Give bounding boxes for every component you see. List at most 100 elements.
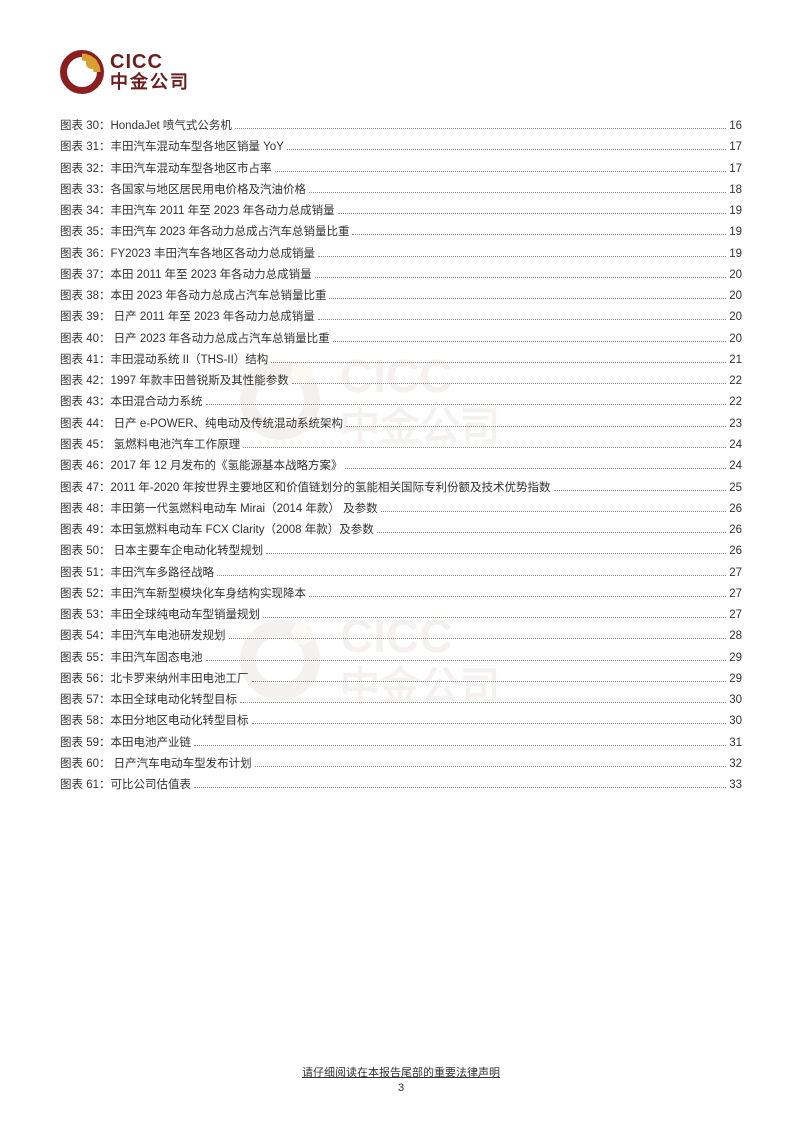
toc-dot-leader	[194, 737, 726, 746]
toc-dot-leader	[252, 715, 727, 724]
toc-dot-leader	[315, 269, 727, 278]
toc-dot-leader	[345, 460, 726, 469]
toc-entry-page: 17	[729, 137, 742, 158]
toc-entry-page: 27	[729, 563, 742, 584]
toc-entry-page: 20	[729, 307, 742, 328]
toc-dot-leader	[333, 332, 727, 341]
toc-entry-label: 图表 52：丰田汽车新型模块化车身结构实现降本	[60, 584, 306, 605]
toc-entry-page: 24	[729, 435, 742, 456]
toc-entry-page: 28	[729, 626, 742, 647]
toc-entry-label: 图表 44： 日产 e-POWER、纯电动及传统混动系统架构	[60, 414, 343, 435]
toc-dot-leader	[287, 141, 726, 150]
toc-dot-leader	[318, 247, 726, 256]
toc-entry: 图表 59：本田电池产业链 31	[60, 733, 742, 754]
toc-dot-leader	[329, 290, 726, 299]
toc-entry-label: 图表 46：2017 年 12 月发布的《氢能源基本战略方案》	[60, 456, 342, 477]
toc-entry-label: 图表 35：丰田汽车 2023 年各动力总成占汽车总销量比重	[60, 222, 349, 243]
toc-dot-leader	[206, 651, 727, 660]
toc-dot-leader	[318, 311, 726, 320]
toc-entry: 图表 36：FY2023 丰田汽车各地区各动力总成销量 19	[60, 244, 742, 265]
toc-entry: 图表 53：丰田全球纯电动车型销量规划 27	[60, 605, 742, 626]
toc-entry-label: 图表 41：丰田混动系统 II（THS-II）结构	[60, 350, 268, 371]
toc-entry-label: 图表 59：本田电池产业链	[60, 733, 191, 754]
toc-dot-leader	[217, 566, 726, 575]
toc-entry: 图表 43：本田混合动力系统 22	[60, 392, 742, 413]
toc-entry-label: 图表 30：HondaJet 喷气式公务机	[60, 116, 232, 137]
toc-entry: 图表 44： 日产 e-POWER、纯电动及传统混动系统架构 23	[60, 414, 742, 435]
toc-entry-label: 图表 31：丰田汽车混动车型各地区销量 YoY	[60, 137, 284, 158]
toc-entry-page: 30	[729, 711, 742, 732]
toc-entry: 图表 46：2017 年 12 月发布的《氢能源基本战略方案》 24	[60, 456, 742, 477]
toc-entry: 图表 61：可比公司估值表 33	[60, 775, 742, 796]
toc-dot-leader	[240, 694, 726, 703]
table-of-contents: 图表 30：HondaJet 喷气式公务机 16图表 31：丰田汽车混动车型各地…	[60, 116, 742, 797]
toc-entry-label: 图表 48：丰田第一代氢燃料电动车 Mirai（2014 年款） 及参数	[60, 499, 378, 520]
toc-entry-page: 20	[729, 286, 742, 307]
toc-entry: 图表 40： 日产 2023 年各动力总成占汽车总销量比重 20	[60, 329, 742, 350]
toc-entry-label: 图表 55：丰田汽车固态电池	[60, 648, 203, 669]
footer-page-number: 3	[0, 1082, 802, 1094]
toc-dot-leader	[263, 609, 726, 618]
toc-entry-label: 图表 45： 氢燃料电池汽车工作原理	[60, 435, 240, 456]
toc-entry-page: 29	[729, 669, 742, 690]
toc-entry: 图表 60： 日产汽车电动车型发布计划 32	[60, 754, 742, 775]
toc-entry-label: 图表 61：可比公司估值表	[60, 775, 191, 796]
toc-entry-page: 30	[729, 690, 742, 711]
toc-entry-label: 图表 37：本田 2011 年至 2023 年各动力总成销量	[60, 265, 312, 286]
toc-entry-label: 图表 42：1997 年款丰田普锐斯及其性能参数	[60, 371, 289, 392]
toc-entry-label: 图表 50： 日本主要车企电动化转型规划	[60, 541, 263, 562]
toc-dot-leader	[275, 162, 727, 171]
toc-entry-page: 26	[729, 499, 742, 520]
toc-entry-label: 图表 33：各国家与地区居民用电价格及汽油价格	[60, 180, 306, 201]
toc-entry-page: 19	[729, 201, 742, 222]
toc-dot-leader	[381, 503, 727, 512]
toc-entry: 图表 52：丰田汽车新型模块化车身结构实现降本 27	[60, 584, 742, 605]
toc-entry-page: 22	[729, 392, 742, 413]
toc-entry: 图表 31：丰田汽车混动车型各地区销量 YoY 17	[60, 137, 742, 158]
toc-entry-label: 图表 40： 日产 2023 年各动力总成占汽车总销量比重	[60, 329, 330, 350]
toc-entry-page: 25	[729, 478, 742, 499]
toc-dot-leader	[255, 758, 727, 767]
toc-dot-leader	[194, 779, 726, 788]
toc-entry: 图表 47：2011 年-2020 年按世界主要地区和价值链划分的氢能相关国际专…	[60, 478, 742, 499]
toc-entry: 图表 35：丰田汽车 2023 年各动力总成占汽车总销量比重 19	[60, 222, 742, 243]
toc-entry: 图表 50： 日本主要车企电动化转型规划 26	[60, 541, 742, 562]
toc-entry-label: 图表 32：丰田汽车混动车型各地区市占率	[60, 159, 272, 180]
footer-disclaimer: 请仔细阅读在本报告尾部的重要法律声明	[0, 1064, 802, 1080]
toc-entry: 图表 45： 氢燃料电池汽车工作原理 24	[60, 435, 742, 456]
toc-entry: 图表 33：各国家与地区居民用电价格及汽油价格 18	[60, 180, 742, 201]
toc-entry-label: 图表 34：丰田汽车 2011 年至 2023 年各动力总成销量	[60, 201, 335, 222]
toc-entry: 图表 30：HondaJet 喷气式公务机 16	[60, 116, 742, 137]
toc-dot-leader	[243, 439, 726, 448]
toc-entry: 图表 48：丰田第一代氢燃料电动车 Mirai（2014 年款） 及参数 26	[60, 499, 742, 520]
toc-dot-leader	[346, 418, 726, 427]
toc-entry-page: 20	[729, 329, 742, 350]
toc-entry-label: 图表 57：本田全球电动化转型目标	[60, 690, 237, 711]
toc-entry: 图表 38：本田 2023 年各动力总成占汽车总销量比重 20	[60, 286, 742, 307]
toc-entry-page: 16	[729, 116, 742, 137]
toc-entry: 图表 32：丰田汽车混动车型各地区市占率 17	[60, 159, 742, 180]
toc-entry-label: 图表 53：丰田全球纯电动车型销量规划	[60, 605, 260, 626]
toc-entry-page: 24	[729, 456, 742, 477]
toc-entry: 图表 54：丰田汽车电池研发规划 28	[60, 626, 742, 647]
toc-entry: 图表 37：本田 2011 年至 2023 年各动力总成销量 20	[60, 265, 742, 286]
toc-entry-label: 图表 49：本田氢燃料电动车 FCX Clarity（2008 年款）及参数	[60, 520, 374, 541]
toc-entry-page: 17	[729, 159, 742, 180]
toc-dot-leader	[309, 588, 726, 597]
logo-text-en: CICC	[110, 51, 190, 73]
toc-entry-page: 31	[729, 733, 742, 754]
logo-icon	[60, 50, 104, 94]
logo-text-cn: 中金公司	[110, 73, 190, 93]
toc-entry-page: 22	[729, 371, 742, 392]
toc-dot-leader	[377, 524, 726, 533]
toc-entry-page: 23	[729, 414, 742, 435]
toc-entry: 图表 58：本田分地区电动化转型目标 30	[60, 711, 742, 732]
toc-entry: 图表 42：1997 年款丰田普锐斯及其性能参数 22	[60, 371, 742, 392]
toc-entry: 图表 56：北卡罗来纳州丰田电池工厂 29	[60, 669, 742, 690]
toc-entry: 图表 51：丰田汽车多路径战略 27	[60, 563, 742, 584]
page-footer: 请仔细阅读在本报告尾部的重要法律声明 3	[0, 1064, 802, 1094]
toc-entry-label: 图表 38：本田 2023 年各动力总成占汽车总销量比重	[60, 286, 326, 307]
toc-entry: 图表 57：本田全球电动化转型目标 30	[60, 690, 742, 711]
toc-dot-leader	[292, 375, 726, 384]
toc-entry-page: 29	[729, 648, 742, 669]
